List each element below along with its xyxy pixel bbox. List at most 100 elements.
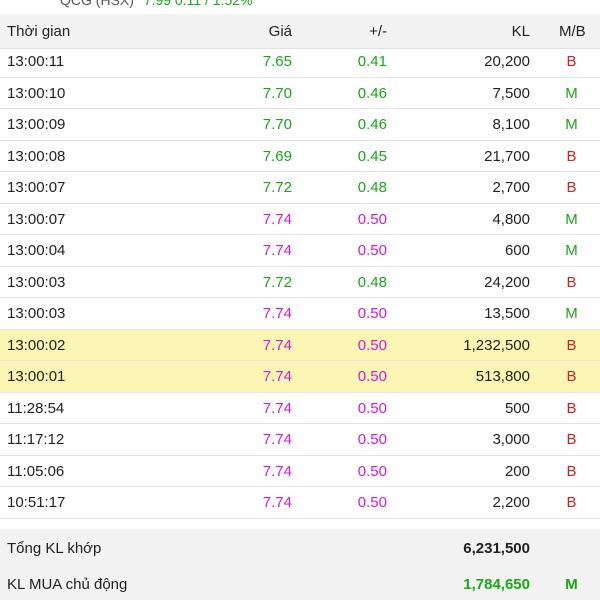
trade-row[interactable]: 13:00:07 7.72 0.48 2,700 B (0, 172, 600, 204)
trade-side: M (565, 84, 578, 102)
trade-time: 11:05:06 (7, 462, 65, 480)
trade-side: M (565, 242, 578, 259)
trade-table-header: Thời gian Giá +/- KL M/B (0, 14, 600, 49)
trade-volume: 600 (504, 242, 530, 259)
summary-total-row: Tổng KL khớp 6,231,500 (0, 535, 600, 565)
trade-list: 13:00:11 7.65 0.41 20,200 B 13:00:10 7.70 0.46 7… (0, 46, 600, 550)
ticker-bar: QCG (HSX) 7.99 0.11 / 1.52% (0, 0, 600, 12)
trade-side: B (566, 431, 577, 448)
trade-volume: 1,232,500 (463, 336, 530, 354)
column-header-time[interactable]: Thời gian (7, 23, 71, 40)
trade-time: 13:00:02 (7, 336, 66, 354)
trade-volume: 20,200 (484, 53, 530, 70)
trade-side: M (565, 116, 578, 133)
column-header-change[interactable]: +/- (369, 23, 387, 40)
trade-side: B (566, 494, 577, 511)
column-header-price[interactable]: Giá (268, 23, 292, 40)
trade-row[interactable]: 13:00:01 7.74 0.50 513,800 B (0, 361, 600, 393)
trade-row[interactable]: 13:00:02 7.74 0.50 1,232,500 B (0, 329, 600, 361)
trade-change: 0.48 (357, 273, 387, 291)
trade-change: 0.48 (357, 179, 387, 196)
trade-change: 0.41 (357, 53, 387, 70)
trade-row[interactable]: 11:05:06 7.74 0.50 200 B (0, 456, 600, 487)
trade-time: 10:51:17 (7, 494, 66, 511)
total-matched-label: Tổng KL khớp (7, 540, 102, 557)
trade-change: 0.50 (357, 336, 387, 354)
trade-price: 7.74 (262, 431, 292, 448)
trade-volume: 2,700 (492, 179, 530, 196)
trade-change: 0.46 (357, 84, 387, 102)
trade-row[interactable]: 13:00:04 7.74 0.50 600 M (0, 235, 600, 267)
trade-time: 13:00:10 (7, 84, 66, 102)
trade-time: 13:00:07 (7, 210, 66, 228)
trade-row[interactable]: 10:51:17 7.74 0.50 2,200 B (0, 487, 600, 519)
trade-side: M (565, 210, 578, 228)
trade-price: 7.74 (262, 242, 292, 259)
trade-volume: 13,500 (484, 305, 530, 322)
trade-row[interactable]: 13:00:08 7.69 0.45 21,700 B (0, 141, 600, 172)
column-header-volume[interactable]: KL (511, 23, 530, 40)
trade-time: 13:00:08 (7, 147, 66, 165)
summary-active-buy-row: KL MUA chủ động 1,784,650 M (0, 571, 600, 601)
trade-volume: 500 (504, 399, 530, 417)
trade-time: 13:00:04 (7, 242, 66, 259)
trade-price: 7.70 (262, 84, 292, 102)
trade-side: B (566, 462, 577, 480)
trade-price: 7.65 (262, 53, 292, 70)
trade-side: B (566, 53, 577, 70)
trade-time: 13:00:09 (7, 116, 66, 133)
column-header-side[interactable]: M/B (559, 23, 586, 40)
trade-row[interactable]: 13:00:11 7.65 0.41 20,200 B (0, 46, 600, 78)
trade-price: 7.74 (262, 494, 292, 511)
trade-price: 7.74 (262, 462, 292, 480)
trade-change: 0.50 (357, 399, 387, 417)
trade-volume: 513,800 (475, 368, 530, 385)
trade-price: 7.72 (262, 273, 292, 291)
trade-price: 7.74 (262, 368, 292, 385)
trade-price: 7.69 (262, 147, 292, 165)
trade-volume: 200 (504, 462, 530, 480)
trade-volume: 4,800 (492, 210, 530, 228)
active-buy-label: KL MUA chủ động (7, 576, 128, 593)
trade-price: 7.70 (262, 116, 292, 133)
trade-volume: 21,700 (484, 147, 530, 165)
trade-change: 0.50 (357, 305, 387, 322)
active-buy-value: 1,784,650 (463, 576, 530, 593)
trade-change: 0.50 (357, 368, 387, 385)
trade-side: M (565, 305, 578, 322)
trade-row[interactable]: 13:00:07 7.74 0.50 4,800 M (0, 204, 600, 235)
trade-volume: 24,200 (484, 273, 530, 291)
trade-price: 7.74 (262, 210, 292, 228)
trade-price: 7.72 (262, 179, 292, 196)
trade-side: B (566, 179, 577, 196)
trade-row[interactable]: 11:28:54 7.74 0.50 500 B (0, 393, 600, 424)
trade-change: 0.50 (357, 462, 387, 480)
active-buy-side: M (565, 576, 578, 593)
trade-side: B (566, 273, 577, 291)
trade-row[interactable]: 13:00:03 7.72 0.48 24,200 B (0, 267, 600, 298)
trade-change: 0.50 (357, 210, 387, 228)
trade-price: 7.74 (262, 336, 292, 354)
trade-row[interactable]: 13:00:03 7.74 0.50 13,500 M (0, 298, 600, 330)
trade-row[interactable]: 11:17:12 7.74 0.50 3,000 B (0, 424, 600, 456)
trade-time: 13:00:07 (7, 179, 66, 196)
trade-time: 13:00:01 (7, 368, 66, 385)
trade-time: 13:00:03 (7, 273, 66, 291)
trade-time: 11:28:54 (7, 399, 65, 417)
trade-time: 13:00:11 (7, 53, 65, 70)
summary-panel: Tổng KL khớp 6,231,500 KL MUA chủ động 1… (0, 529, 600, 600)
trade-price: 7.74 (262, 399, 292, 417)
trade-side: B (566, 368, 577, 385)
trade-change: 0.50 (357, 494, 387, 511)
trade-side: B (566, 336, 577, 354)
trade-volume: 2,200 (492, 494, 530, 511)
trade-change: 0.50 (357, 242, 387, 259)
trade-side: B (566, 399, 577, 417)
trade-volume: 8,100 (492, 116, 530, 133)
trade-row[interactable]: 13:00:09 7.70 0.46 8,100 M (0, 109, 600, 141)
trade-volume: 7,500 (492, 84, 530, 102)
trade-change: 0.46 (357, 116, 387, 133)
trade-row[interactable]: 13:00:10 7.70 0.46 7,500 M (0, 78, 600, 109)
trade-change: 0.50 (357, 431, 387, 448)
trade-volume: 3,000 (492, 431, 530, 448)
